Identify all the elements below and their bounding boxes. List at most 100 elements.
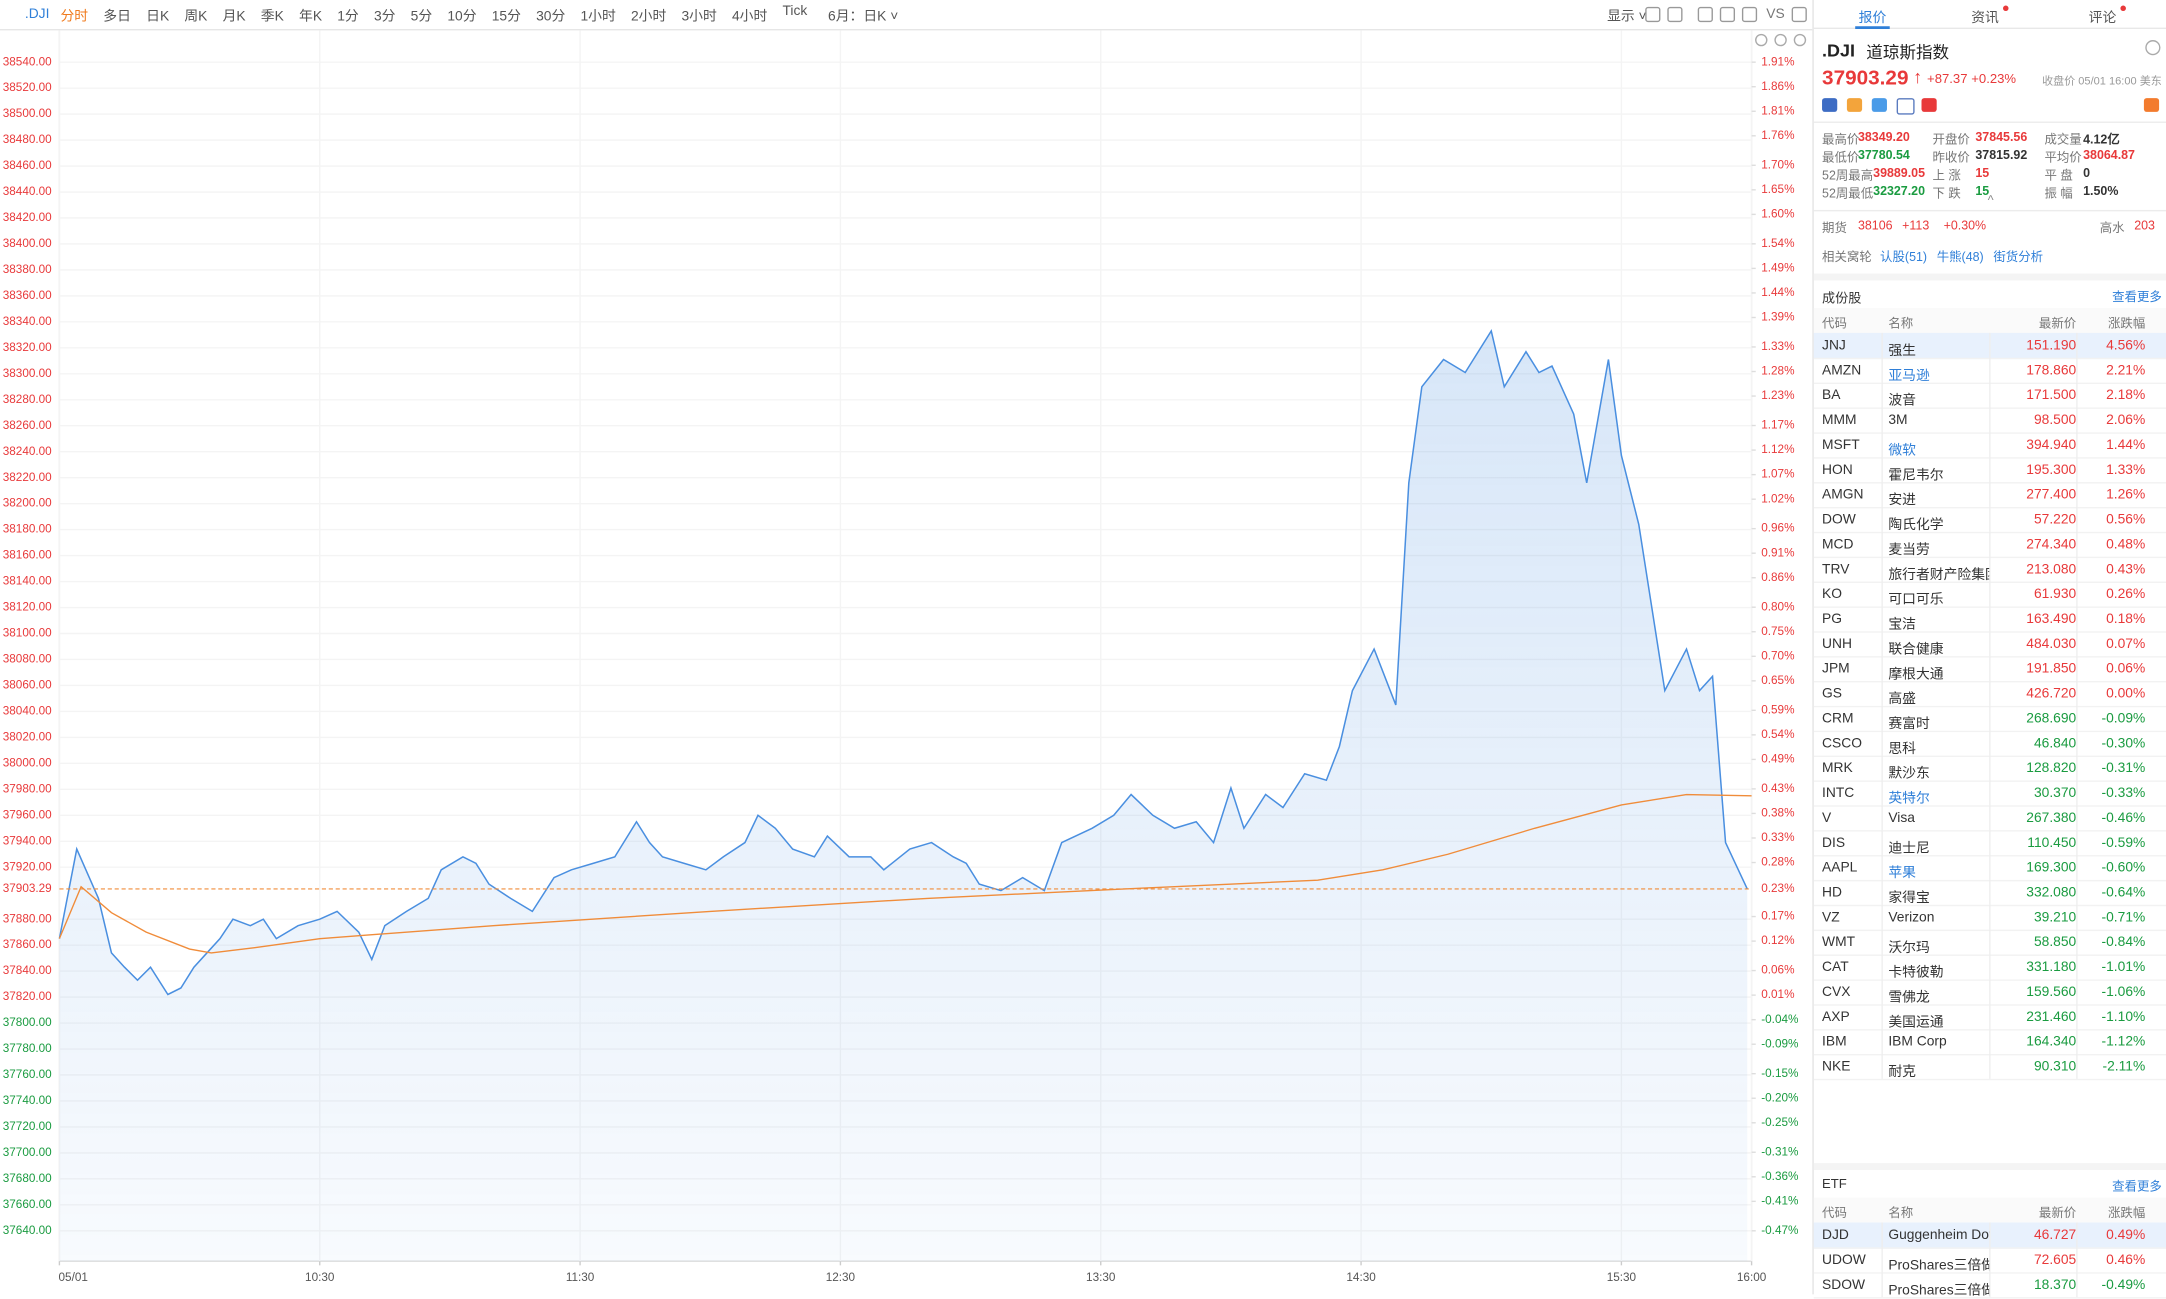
price-cell: 171.500 <box>2026 388 2077 404</box>
name-cell: 安进 <box>1888 493 1916 509</box>
price-cell: 213.080 <box>2026 562 2077 578</box>
tab[interactable]: 评论 <box>2049 5 2166 26</box>
table-row[interactable]: CVX 雪佛龙 159.560 -1.06% <box>1813 979 2166 1006</box>
period-button[interactable]: 3小时 <box>681 9 717 25</box>
column-divider <box>1881 506 1883 532</box>
quote-settings-icon[interactable] <box>2145 40 2161 56</box>
column-header[interactable]: 最新价 <box>2038 1205 2077 1220</box>
warrant-link[interactable]: 认股(51) <box>1880 250 1928 264</box>
period-button[interactable]: 日K <box>146 9 170 25</box>
zoom-out-icon[interactable] <box>1774 33 1787 47</box>
price-cell: 46.840 <box>2033 736 2077 752</box>
period-button[interactable]: 季K <box>260 9 284 25</box>
table-row[interactable]: CSCO 思科 46.840 -0.30% <box>1813 730 2166 757</box>
period-button[interactable]: 10分 <box>447 9 477 25</box>
table-row[interactable]: UDOW ProShares三倍做多 72.605 0.46% <box>1813 1247 2166 1274</box>
table-row[interactable]: KO 可口可乐 61.930 0.26% <box>1813 581 2166 608</box>
expand-icon[interactable]: ^ <box>1987 193 1994 208</box>
tab[interactable]: 资讯 <box>1931 5 2048 26</box>
table-row[interactable]: DIS 迪士尼 110.450 -0.59% <box>1813 830 2166 857</box>
table-row[interactable]: MSFT 微软 394.940 1.44% <box>1813 432 2166 459</box>
table-row[interactable]: VZ Verizon 39.210 -0.71% <box>1813 904 2166 932</box>
period-button[interactable]: 年K <box>299 9 323 25</box>
period-button[interactable]: 分时 <box>60 9 89 25</box>
warrant-link[interactable]: 牛熊(48) <box>1936 250 1984 264</box>
table-row[interactable]: TRV 旅行者财产险集团 213.080 0.43% <box>1813 556 2166 583</box>
table-row[interactable]: DOW 陶氏化学 57.220 0.56% <box>1813 506 2166 534</box>
toolbar: .DJI 分时 多日 日K 周K 月K 季K 年K 1分 3分 5分 10分 15分 30分 1小时 2小时… <box>0 0 1813 31</box>
display-menu[interactable]: 显示 ˅ <box>1607 9 1647 25</box>
more-link[interactable]: 查看更多 <box>2112 290 2162 304</box>
chart-tool-icon[interactable] <box>1755 33 1768 47</box>
table-row[interactable]: CAT 卡特彼勒 331.180 -1.01% <box>1813 954 2166 981</box>
table-row[interactable]: UNH 联合健康 484.030 0.07% <box>1813 631 2166 658</box>
alert-icon[interactable] <box>2143 98 2160 112</box>
table-row[interactable]: HD 家得宝 332.080 -0.64% <box>1813 879 2166 907</box>
table-row[interactable]: HON 霍尼韦尔 195.300 1.33% <box>1813 457 2166 484</box>
draw-icon[interactable] <box>1667 6 1683 23</box>
fullscreen-icon[interactable] <box>1741 6 1758 23</box>
vs-button[interactable]: VS <box>1766 6 1785 23</box>
tag-icon[interactable] <box>1896 98 1915 115</box>
table-row[interactable]: JNJ 强生 151.190 4.56% <box>1813 332 2166 360</box>
y-tick-label: 38440.00 <box>3 185 52 198</box>
table-row[interactable]: AMGN 安进 277.400 1.26% <box>1813 482 2166 509</box>
table-row[interactable]: IBM IBM Corp 164.340 -1.12% <box>1813 1029 2166 1056</box>
period-button[interactable]: 30分 <box>536 9 566 25</box>
table-row[interactable]: WMT 沃尔玛 58.850 -0.84% <box>1813 929 2166 956</box>
period-button[interactable]: 多日 <box>103 9 131 25</box>
period-button[interactable]: 4小时 <box>731 9 768 25</box>
table-row[interactable]: JPM 摩根大通 191.850 0.06% <box>1813 656 2166 683</box>
period-dropdown[interactable]: 6月：日K ˅ <box>828 9 899 25</box>
period-button[interactable]: 周K <box>184 9 208 25</box>
column-header[interactable]: 涨跌幅 <box>2107 316 2146 331</box>
period-button[interactable]: 月K <box>222 9 246 25</box>
pen-icon[interactable] <box>1719 6 1736 23</box>
column-divider <box>1989 929 1991 955</box>
y-tick-label: 38140.00 <box>3 575 52 588</box>
period-button[interactable]: 15分 <box>491 9 521 25</box>
table-row[interactable]: MRK 默沙东 128.820 -0.31% <box>1813 755 2166 782</box>
table-row[interactable]: AAPL 苹果 169.300 -0.60% <box>1813 855 2166 882</box>
price-cell: 231.460 <box>2026 1009 2077 1025</box>
column-divider <box>2076 1272 2078 1298</box>
panel-toggle-icon[interactable] <box>1791 6 1807 23</box>
table-row[interactable]: DJD Guggenheim Dow 46.727 0.49% <box>1813 1222 2166 1249</box>
column-header[interactable]: 涨跌幅 <box>2107 1205 2146 1220</box>
table-row[interactable]: V Visa 267.380 -0.46% <box>1813 805 2166 832</box>
tag-icon[interactable] <box>1846 98 1863 112</box>
zoom-in-icon[interactable] <box>1793 33 1807 47</box>
favorite-icon[interactable] <box>1921 98 1937 112</box>
price-cell: 90.310 <box>2033 1059 2077 1075</box>
table-row[interactable]: INTC 英特尔 30.370 -0.33% <box>1813 780 2166 807</box>
table-row[interactable]: NKE 耐克 90.310 -2.11% <box>1813 1053 2166 1081</box>
period-button[interactable]: 2小时 <box>630 9 667 25</box>
table-row[interactable]: MCD 麦当劳 274.340 0.48% <box>1813 531 2166 559</box>
tag-icon[interactable] <box>1871 98 1887 112</box>
table-row[interactable]: BA 波音 171.500 2.18% <box>1813 382 2166 409</box>
table-row[interactable]: GS 高盛 426.720 0.00% <box>1813 681 2166 708</box>
table-row[interactable]: AXP 美国运通 231.460 -1.10% <box>1813 1004 2166 1031</box>
column-divider <box>2076 979 2078 1005</box>
warrant-link[interactable]: 街货分析 <box>1993 250 2044 264</box>
y2-tick-label: -0.15% <box>1761 1067 1799 1080</box>
table-row[interactable]: CRM 赛富时 268.690 -0.09% <box>1813 705 2166 733</box>
table-row[interactable]: MMM 3M 98.500 2.06% <box>1813 407 2166 434</box>
table-row[interactable]: AMZN 亚马逊 178.860 2.21% <box>1813 357 2166 385</box>
column-header[interactable]: 最新价 <box>2038 316 2077 331</box>
settings-icon[interactable] <box>1645 6 1661 23</box>
period-button[interactable]: 3分 <box>373 9 396 25</box>
more-link[interactable]: 查看更多 <box>2112 1179 2162 1194</box>
table-row[interactable]: PG 宝洁 163.490 0.18% <box>1813 606 2166 633</box>
tab[interactable]: 报价 <box>1814 6 1931 30</box>
period-button[interactable]: 1小时 <box>580 9 616 25</box>
period-button[interactable]: 5分 <box>410 9 433 25</box>
column-divider <box>1989 531 1991 557</box>
camera-icon[interactable] <box>1697 6 1713 23</box>
period-button[interactable]: Tick <box>782 4 808 20</box>
y-tick-label: 38520.00 <box>3 81 52 94</box>
price-cell: 159.560 <box>2026 984 2077 1001</box>
period-button[interactable]: 1分 <box>337 9 359 25</box>
toolbar-symbol[interactable]: .DJI <box>24 6 50 23</box>
